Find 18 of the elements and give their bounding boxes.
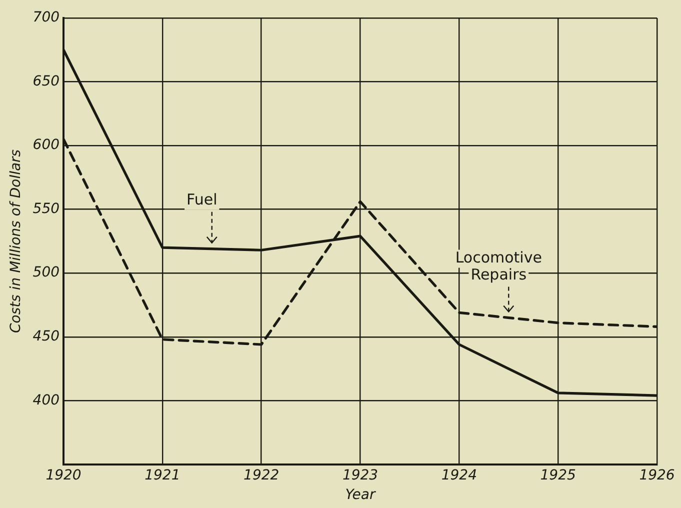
y-tick-label: 700 bbox=[32, 10, 60, 26]
y-tick-label: 500 bbox=[32, 264, 60, 281]
text: Fuel bbox=[186, 190, 218, 209]
x-tick-label: 1925 bbox=[540, 467, 576, 484]
x-tick-label: 1921 bbox=[144, 467, 180, 484]
y-tick-label: 550 bbox=[32, 200, 60, 217]
x-tick-label: 1923 bbox=[342, 467, 378, 484]
y-tick-label: 600 bbox=[32, 137, 60, 154]
y-tick-label: 400 bbox=[32, 392, 60, 408]
x-tick-label: 1926 bbox=[639, 467, 675, 484]
x-tick-label: 1922 bbox=[244, 467, 280, 484]
y-axis-title: Costs in Millions of Dollars bbox=[8, 149, 24, 334]
x-tick-label: 1924 bbox=[441, 467, 477, 484]
x-tick-label: 1920 bbox=[46, 467, 82, 484]
y-tick-label: 450 bbox=[32, 328, 60, 344]
y-tick-label: 650 bbox=[32, 73, 60, 90]
series-label: Locomotive Repairs bbox=[455, 248, 542, 284]
x-axis-title: Year bbox=[345, 487, 376, 504]
